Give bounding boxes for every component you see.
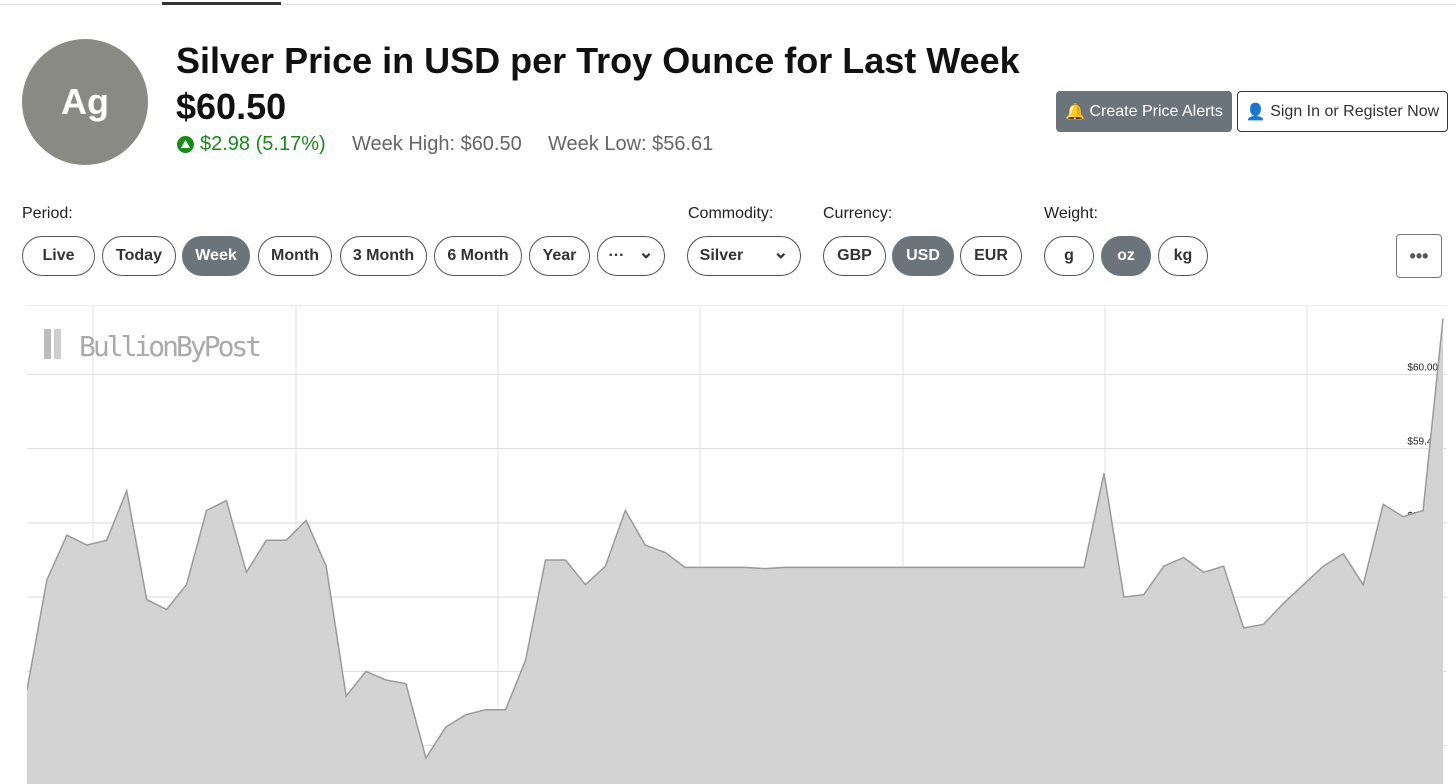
chevron: ⌄ <box>638 241 654 262</box>
weight-option[interactable]: oz <box>1101 236 1151 276</box>
price-line <box>27 318 1444 760</box>
commodity-option[interactable]: Silver ⌄ <box>687 236 801 276</box>
week-high: Week High: $60.50 <box>352 133 522 155</box>
avatar: Ag <box>22 39 148 165</box>
currency-option[interactable]: USD <box>892 236 954 276</box>
tab-bar <box>0 4 1456 5</box>
logo-icon <box>44 329 51 359</box>
weight-label: Weight: <box>1044 205 1098 222</box>
sign-in-label: Sign In or Register Now <box>1270 102 1440 120</box>
active-tab <box>162 2 281 5</box>
currency-option[interactable]: GBP <box>823 236 886 276</box>
weight-option[interactable]: g <box>1044 236 1094 276</box>
logo-icon <box>54 329 61 359</box>
period-option[interactable]: 6 Month <box>434 236 522 276</box>
watermark: BullionByPost <box>79 330 260 363</box>
period-option[interactable]: 3 Month <box>340 236 427 276</box>
y-tick-label: $59.40 <box>1407 437 1438 448</box>
change: $2.98 (5.17%) <box>200 133 326 155</box>
period-option[interactable]: Week <box>182 236 250 276</box>
currency-label: Currency: <box>823 205 893 222</box>
y-tick-label: $60.00 <box>1407 362 1438 373</box>
more-button[interactable]: ••• <box>1396 234 1442 278</box>
commodity-label: Commodity: <box>688 205 774 222</box>
sign-in-button[interactable]: 👤 Sign In or Register Now <box>1237 91 1448 132</box>
period-option[interactable]: ··· ⌄ <box>597 236 665 276</box>
alerts-button[interactable]: 🔔 Create Price Alerts <box>1056 91 1232 132</box>
title: Silver Price in USD per Troy Ounce for L… <box>176 40 1020 81</box>
chevron: ⌄ <box>773 241 789 262</box>
chart: BullionByPost $57.00$57.60$58.20$58.80$5… <box>27 305 1447 784</box>
currency-option[interactable]: EUR <box>960 236 1022 276</box>
area <box>27 318 1443 784</box>
alerts-label: Create Price Alerts <box>1089 102 1223 120</box>
up-icon <box>177 136 194 153</box>
week-low: Week Low: $56.61 <box>548 133 714 155</box>
period-option[interactable]: Year <box>529 236 590 276</box>
period-option[interactable]: Today <box>102 236 176 276</box>
weight-option[interactable]: kg <box>1158 236 1208 276</box>
period-label: Period: <box>22 205 73 222</box>
price: $60.50 <box>176 86 287 127</box>
period-option[interactable]: Month <box>258 236 332 276</box>
period-option[interactable]: Live <box>22 236 95 276</box>
